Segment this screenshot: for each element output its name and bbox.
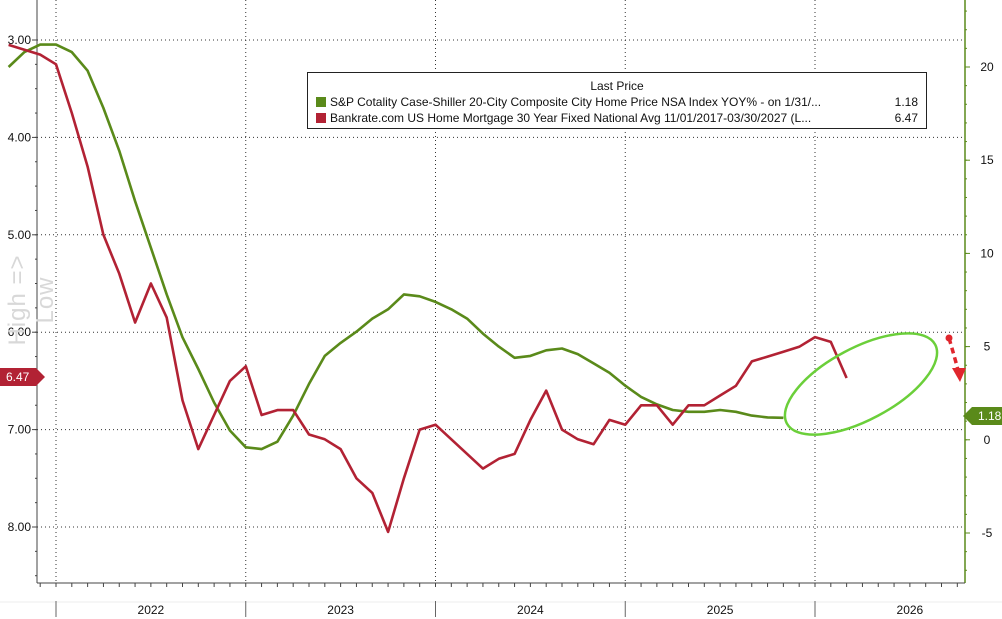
right-tick-label: 10 [980, 246, 994, 260]
x-tick-label: 2026 [897, 603, 924, 617]
left-tick-label: 4.00 [8, 130, 32, 144]
right-tick-label: 0 [984, 433, 991, 447]
right-tick-label: 20 [980, 60, 994, 74]
right-tick-label: -5 [982, 526, 993, 540]
right-tick-label: 15 [980, 153, 994, 167]
left-tick-label: 5.00 [8, 228, 32, 242]
left-tick-label: 3.00 [8, 33, 32, 47]
legend-swatch-green [316, 97, 326, 107]
annotation-layer [783, 332, 966, 436]
grid [37, 0, 965, 583]
legend-value: 1.18 [894, 95, 918, 109]
x-tick-label: 2025 [707, 603, 734, 617]
x-tick-label: 2023 [327, 603, 354, 617]
highlight-ellipse [783, 332, 939, 436]
legend-entry-case-shiller: S&P Cotality Case-Shiller 20-City Compos… [316, 95, 918, 110]
down-arrow-dot [945, 334, 953, 342]
left-tick-label: 8.00 [8, 520, 32, 534]
legend-entry-mortgage: Bankrate.com US Home Mortgage 30 Year Fi… [316, 111, 918, 126]
legend-title: Last Price [590, 79, 644, 93]
down-arrow-shaft [947, 337, 960, 371]
legend-value: 6.47 [894, 111, 918, 125]
down-arrow-head [952, 368, 966, 382]
legend-swatch-red [316, 113, 326, 123]
last-value-badge-mortgage: 6.47 [0, 368, 45, 386]
series-layer [7, 43, 848, 534]
legend: Last Price S&P Cotality Case-Shiller 20-… [307, 72, 927, 129]
left-tick-label: 6.00 [8, 325, 32, 339]
legend-label: S&P Cotality Case-Shiller 20-City Compos… [330, 95, 822, 109]
right-tick-label: 5 [984, 340, 991, 354]
side-label: High => Low [4, 254, 59, 346]
mortgage-line [8, 43, 848, 534]
x-tick-label: 2022 [138, 603, 165, 617]
case-shiller-line [7, 43, 784, 451]
legend-label: Bankrate.com US Home Mortgage 30 Year Fi… [330, 111, 812, 125]
last-value-badge-case-shiller: 1.18 [963, 407, 1002, 425]
left-tick-label: 7.00 [8, 423, 32, 437]
x-tick-label: 2024 [517, 603, 544, 617]
